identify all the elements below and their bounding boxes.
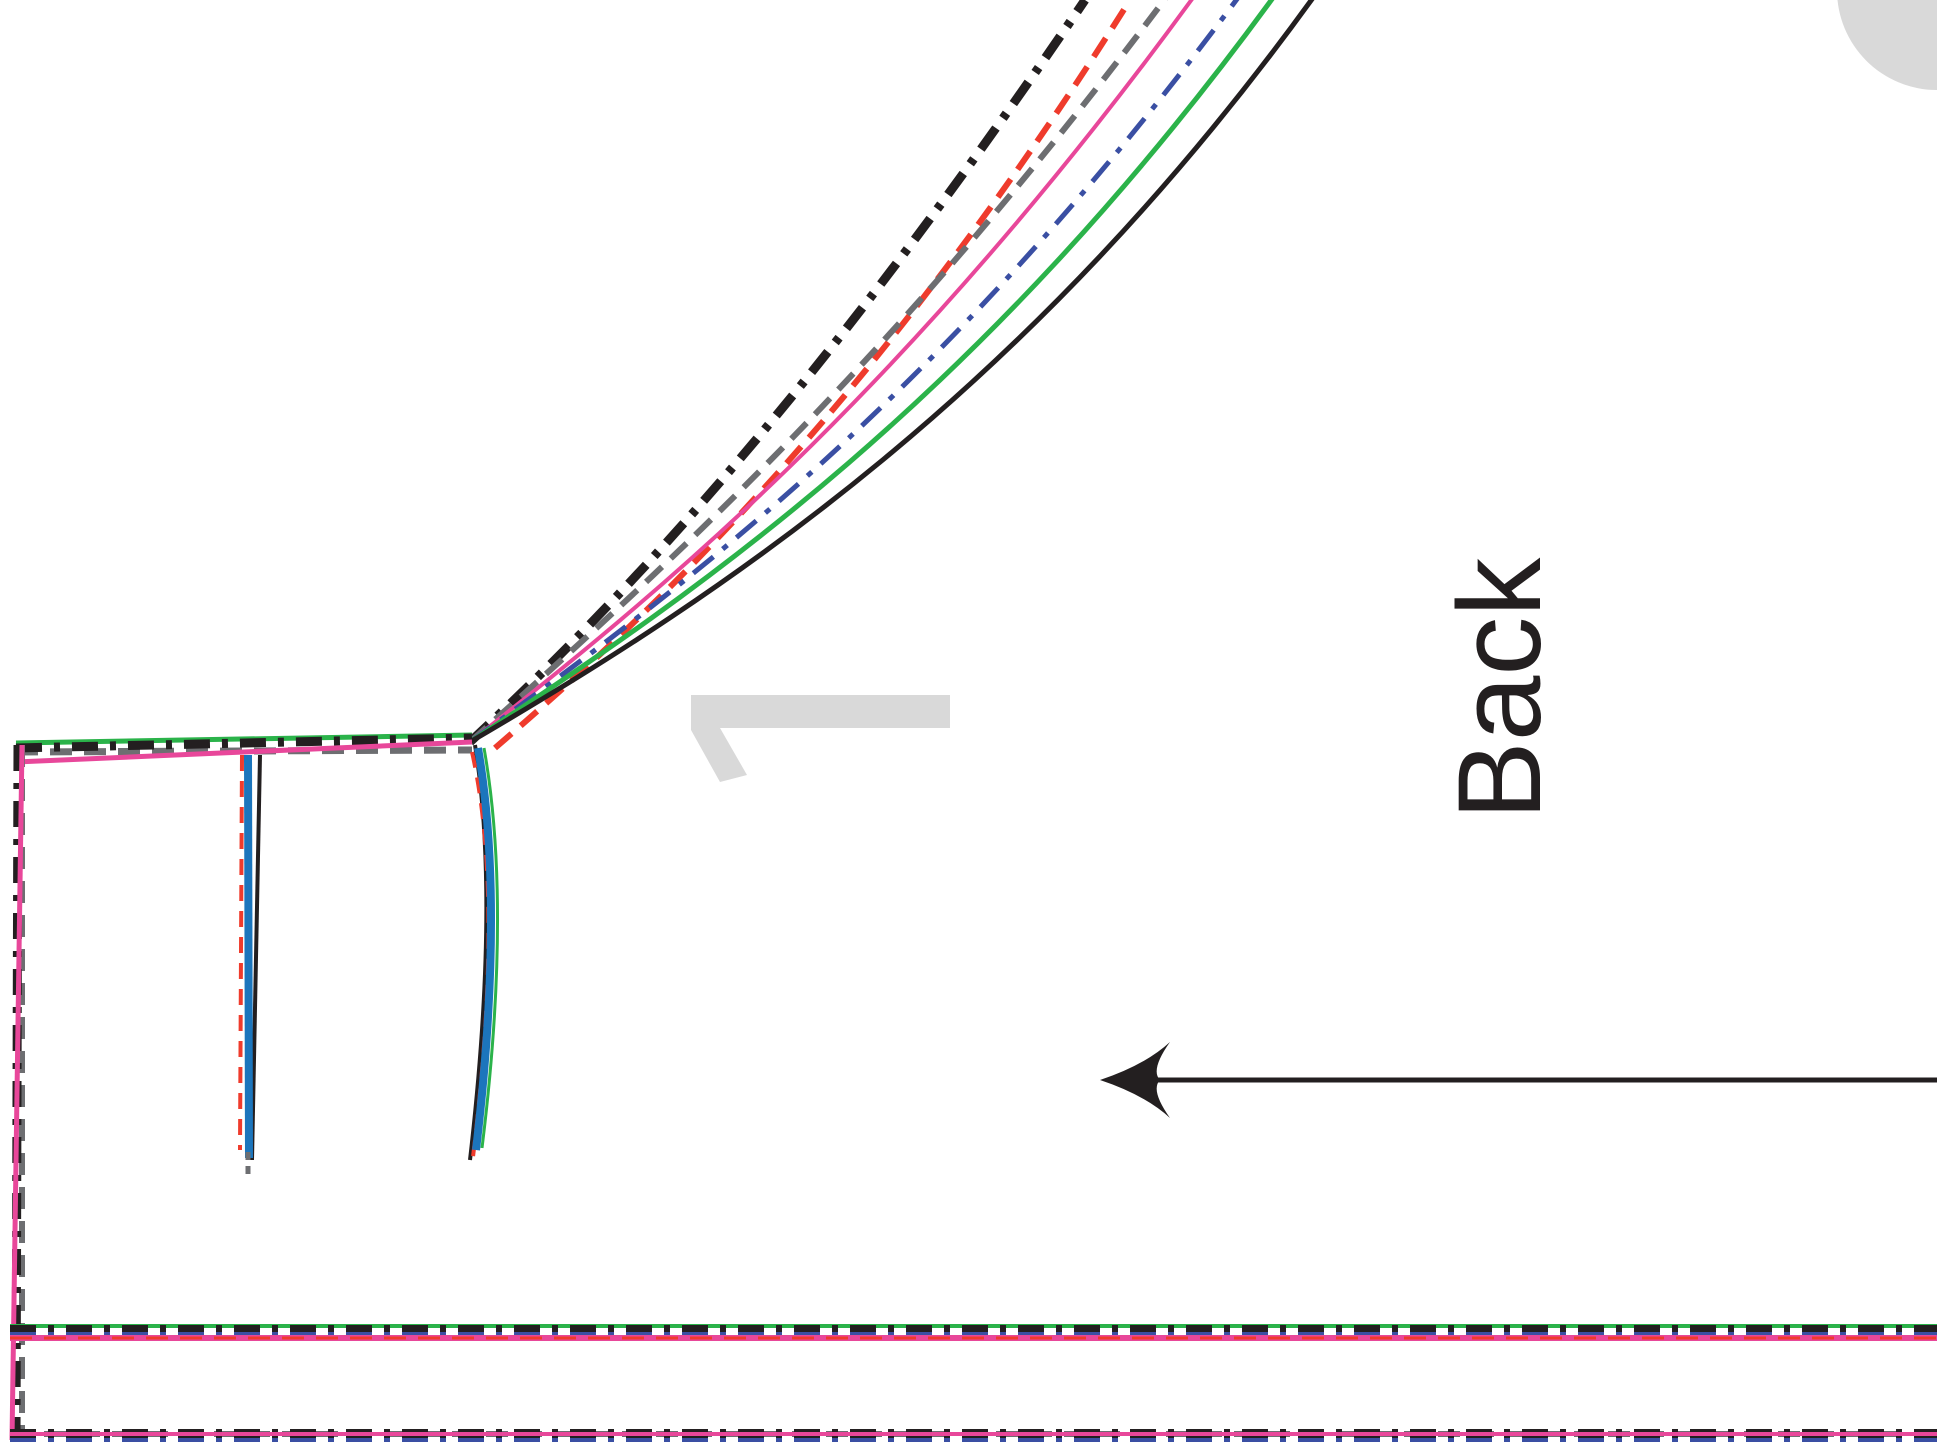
shoulder-lines <box>15 732 473 765</box>
dart-left-blue <box>244 754 253 1159</box>
dart-lines <box>238 744 500 1175</box>
piece-number-mark <box>691 695 950 782</box>
neckline-curve-gray-dashed <box>468 0 1168 745</box>
neckline-curve-pink-solid <box>468 0 1194 744</box>
neckline-curve-blue-dashdot <box>468 0 1240 745</box>
dart-left-black <box>250 754 262 1161</box>
top-right-circle-mark <box>1837 0 1937 90</box>
dart-left-red <box>238 754 244 1151</box>
neckline-curve-green-solid <box>468 0 1275 745</box>
neckline-curve-black-solid <box>468 0 1315 745</box>
shoulder-gray-dashed <box>15 746 473 756</box>
dart-right-green <box>480 747 500 1149</box>
neckline-curves <box>466 0 1315 751</box>
dart-right-blue <box>472 747 496 1151</box>
grainline-arrow <box>1100 1042 1937 1118</box>
shoulder-pink-solid <box>15 739 473 765</box>
neckline-curve-red-dashed <box>493 0 1133 751</box>
neckline-curve-black-dashdot <box>466 0 1089 746</box>
shoulder-black-dashdot <box>15 733 473 753</box>
piece-label: Back <box>1434 557 1566 820</box>
hem-band-lines <box>10 1324 1937 1442</box>
